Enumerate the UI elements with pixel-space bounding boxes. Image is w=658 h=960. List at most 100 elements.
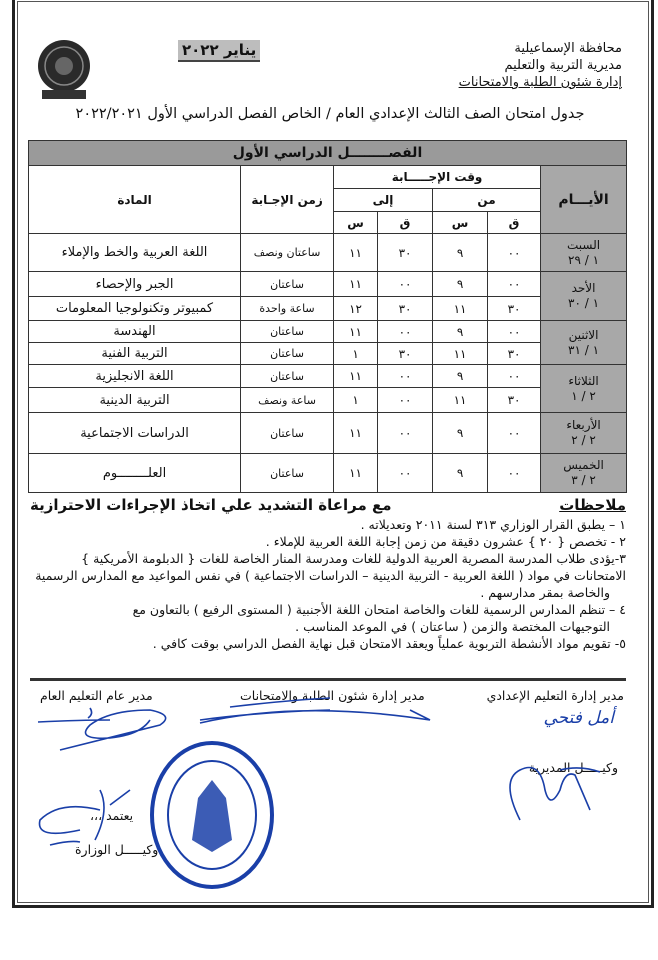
notes-heading: ملاحظات (559, 496, 626, 514)
duration-cell: ساعتان (240, 453, 335, 493)
official-seal-icon (150, 741, 274, 889)
to-hour-cell: ١١ (333, 233, 379, 272)
note-line: ٥- تقويم مواد الأنشطة التربوية عملياً وي… (152, 636, 626, 651)
day-cell: الأحد ١ / ٣٠ (540, 271, 628, 321)
day-cell: الثلاثاء ٢ / ١ (540, 364, 628, 413)
day-name: السبت (566, 237, 601, 252)
day-name: الاثنين (568, 327, 599, 342)
subject-cell: العلــــــــوم (27, 453, 242, 493)
day-name: الخميس (563, 458, 604, 472)
from-minute-cell: ٣٠ (487, 342, 542, 365)
note-line: ١ – يطبق القرار الوزاري ٣١٣ لسنة ٢٠١١ وت… (360, 517, 626, 532)
from-minute-cell: ٠٠ (487, 271, 542, 297)
directorate-logo-icon (38, 40, 90, 99)
from-minute-cell: ٠٠ (487, 453, 542, 493)
letterhead: محافظة الإسماعيلية مديرية التربية والتعل… (459, 40, 622, 91)
to-minute-cell: ٠٠ (377, 320, 434, 343)
day-cell: الاثنين ١ / ٣١ (540, 320, 628, 365)
to-hour-cell: ١١ (333, 364, 379, 388)
handwritten-name: أمل فتحي (543, 708, 614, 728)
table-row: الأربعاء ٢ / ٢ ٠٠ ٩ ٠٠ ١١ ساعتان الدراسات الاجت… (27, 412, 628, 454)
to-hour-cell: ١١ (333, 271, 379, 297)
day-cell: الخميس ٢ / ٣ (540, 453, 628, 493)
from-minute-header: ق (487, 211, 542, 234)
duration-cell: ساعة واحدة (240, 296, 335, 321)
subject-cell: اللغة العربية والخط والإملاء (27, 233, 242, 272)
department: إدارة شئون الطلبة والامتحانات (458, 75, 622, 90)
document-frame (12, 0, 654, 908)
notes-section: ملاحظات مع مراعاة التشديد علي اتخاذ الإج… (30, 496, 626, 652)
days-header: الأيـــام (540, 165, 628, 234)
table-row: ٣٠ ١١ ٣٠ ١ ساعتان التربية الفنية (27, 342, 627, 365)
to-hour-cell: ١١ (333, 412, 379, 454)
to-minute-cell: ٣٠ (377, 296, 434, 321)
subject-cell: التربية الدينية (27, 387, 242, 413)
from-minute-cell: ٠٠ (487, 412, 542, 454)
exam-schedule-table: الفصــــــــل الدراسي الأول الأيـــام وق… (27, 140, 628, 493)
from-minute-cell: ٣٠ (487, 296, 542, 321)
table-row: الخميس ٢ / ٣ ٠٠ ٩ ٠٠ ١١ ساعتان العلــــــــوم (27, 453, 628, 493)
from-hour-cell: ١١ (432, 387, 489, 413)
day-cell: السبت ١ / ٢٩ (540, 233, 628, 272)
to-hour-header: س (333, 211, 379, 234)
to-header: إلى (333, 188, 434, 212)
table-row: الاثنين ١ / ٣١ ٠٠ ٩ ٠٠ ١١ ساعتان الهندسة (27, 320, 628, 365)
answer-time-header: وقت الإجـــــابة (333, 165, 542, 189)
subject-cell: الجبر والإحصاء (27, 271, 242, 297)
subject-cell: التربية الفنية (27, 342, 242, 365)
duration-cell: ساعتان (240, 412, 335, 454)
day-cell: الأربعاء ٢ / ٢ (540, 412, 628, 454)
prep-director-title: مدير إدارة التعليم الإعدادي (486, 688, 624, 703)
table-row: ٣٠ ١١ ٣٠ ١٢ ساعة واحدة كمبيوتر وتكنولوجيا الم… (27, 296, 627, 321)
from-hour-cell: ٩ (432, 453, 489, 493)
general-director-title: مدير عام التعليم العام (40, 688, 153, 703)
to-hour-cell: ١١ (333, 320, 379, 343)
table-row: الثلاثاء ٢ / ١ ٠٠ ٩ ٠٠ ١١ ساعتان اللغة الانجليز… (27, 364, 628, 413)
to-minute-header: ق (377, 211, 434, 234)
to-minute-cell: ٠٠ (377, 271, 434, 297)
from-minute-cell: ٣٠ (487, 387, 542, 413)
to-minute-cell: ٣٠ (377, 233, 434, 272)
subject-header: المادة (27, 165, 242, 234)
duration-cell: ساعتان (240, 342, 335, 365)
day-name: الأحد (571, 281, 596, 295)
day-name: الأربعاء (566, 418, 601, 432)
day-date: ٢ / ١ (571, 388, 596, 403)
divider (30, 678, 626, 681)
to-hour-cell: ١ (333, 387, 379, 413)
day-date: ٢ / ٢ (571, 433, 596, 447)
duration-header: زمن الإجـابة (240, 165, 335, 234)
table-row: السبت ١ / ٢٩ ٠٠ ٩ ٣٠ ١١ ساعتان ونصف اللغة العرب… (27, 233, 628, 272)
term-header: الفصــــــــل الدراسي الأول (27, 140, 628, 166)
signatures-and-seal (37, 697, 601, 889)
day-date: ١ / ٣١ (568, 342, 600, 357)
from-hour-cell: ١١ (432, 296, 489, 321)
duration-cell: ساعتان (240, 271, 335, 297)
to-minute-cell: ٠٠ (377, 412, 434, 454)
governorate: محافظة الإسماعيلية (514, 41, 622, 56)
approved-label: يعتمد ،،، (90, 808, 134, 823)
subject-cell: الدراسات الاجتماعية (27, 412, 242, 454)
document-date: يناير ٢٠٢٢ (178, 40, 261, 62)
to-hour-cell: ١٢ (333, 296, 379, 321)
day-date: ١ / ٢٩ (568, 252, 600, 267)
students-director-title: مدير إدارة شئون الطلبة والامتحانات (240, 688, 425, 703)
from-hour-cell: ٩ (432, 412, 489, 454)
to-minute-cell: ٣٠ (377, 342, 434, 365)
to-hour-cell: ١ (333, 342, 379, 365)
day-date: ٢ / ٣ (571, 473, 596, 487)
to-minute-cell: ٠٠ (377, 364, 434, 388)
to-minute-cell: ٠٠ (377, 387, 434, 413)
subject-cell: كمبيوتر وتكنولوجيا المعلومات (27, 296, 242, 321)
note-line: ٣-يؤدى طلاب المدرسة المصرية العربية الدو… (81, 551, 626, 566)
duration-cell: ساعتان ونصف (240, 233, 335, 272)
from-minute-cell: ٠٠ (487, 320, 542, 343)
to-hour-cell: ١١ (333, 453, 379, 493)
note-line: ٢ - تخصص { ٢٠ } عشرون دقيقة من زمن إجابة… (265, 534, 626, 549)
from-hour-cell: ٩ (432, 320, 489, 343)
duration-cell: ساعتان (240, 364, 335, 388)
notes-emphasis: مع مراعاة التشديد علي اتخاذ الإجراءات ال… (30, 496, 392, 514)
subject-cell: الهندسة (27, 320, 242, 343)
day-date: ١ / ٣٠ (568, 296, 600, 310)
from-hour-cell: ٩ (432, 233, 489, 272)
